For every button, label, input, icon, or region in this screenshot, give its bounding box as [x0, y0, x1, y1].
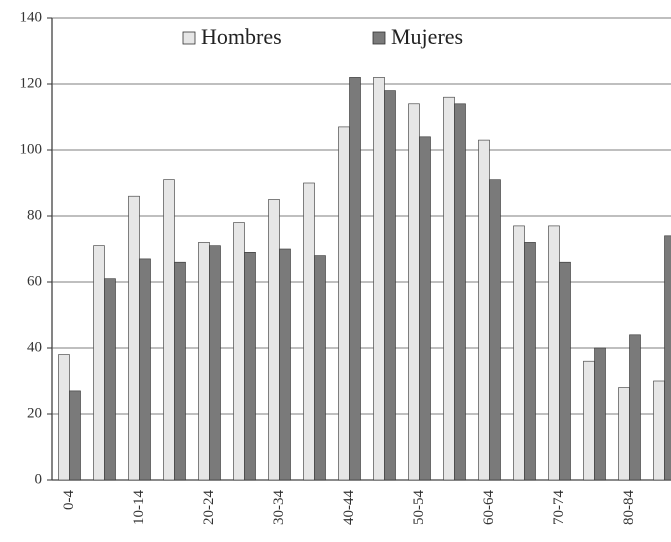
bar: [58, 354, 70, 481]
bar: [139, 258, 151, 481]
y-tick-label: 80: [27, 207, 42, 223]
x-tick-label: 30-34: [271, 490, 287, 525]
x-tick-label: 10-14: [131, 490, 147, 525]
bar: [209, 245, 221, 481]
bar: [349, 77, 361, 481]
bar: [303, 182, 315, 481]
bar: [198, 242, 210, 481]
y-tick-label: 0: [35, 471, 43, 487]
bar: [443, 96, 455, 481]
x-tick-label: 40-44: [341, 490, 357, 525]
bar: [408, 103, 420, 481]
y-tick-label: 140: [20, 9, 43, 25]
bar: [513, 225, 525, 481]
y-tick-label: 40: [27, 339, 42, 355]
bar: [454, 103, 466, 481]
bar: [419, 136, 431, 481]
bar: [629, 334, 641, 481]
y-tick-label: 20: [27, 405, 42, 421]
bar: [268, 199, 280, 481]
bar: [93, 245, 105, 481]
bar: [653, 380, 665, 481]
bar: [373, 77, 385, 481]
bar: [559, 261, 571, 481]
legend-label: Mujeres: [391, 24, 463, 49]
bar: [384, 90, 396, 481]
y-tick-label: 60: [27, 273, 42, 289]
x-tick-label: 20-24: [201, 490, 217, 525]
bar: [594, 347, 606, 481]
bar: [583, 360, 595, 481]
bar: [314, 255, 326, 481]
y-tick-label: 100: [20, 141, 43, 157]
bar: [489, 179, 501, 481]
x-tick-label: 50-54: [411, 490, 427, 525]
bar: [104, 278, 116, 481]
x-tick-label: 60-64: [481, 490, 497, 525]
legend-label: Hombres: [201, 24, 282, 49]
bar: [618, 387, 630, 481]
bar: [174, 261, 186, 481]
bar: [524, 242, 536, 481]
bar: [244, 252, 256, 481]
bar: [163, 179, 175, 481]
bar: [128, 195, 140, 481]
y-tick-label: 120: [20, 75, 43, 91]
x-tick-label: 80-84: [621, 490, 637, 525]
bar: [69, 390, 81, 481]
bar: [279, 248, 291, 481]
bar: [233, 222, 245, 481]
legend-swatch: [372, 31, 386, 45]
legend-swatch: [182, 31, 196, 45]
bar: [478, 139, 490, 481]
bar: [338, 126, 350, 481]
x-tick-label: 70-74: [551, 490, 567, 525]
bar: [548, 225, 560, 481]
bar: [664, 235, 671, 481]
x-tick-label: 0-4: [61, 490, 77, 510]
